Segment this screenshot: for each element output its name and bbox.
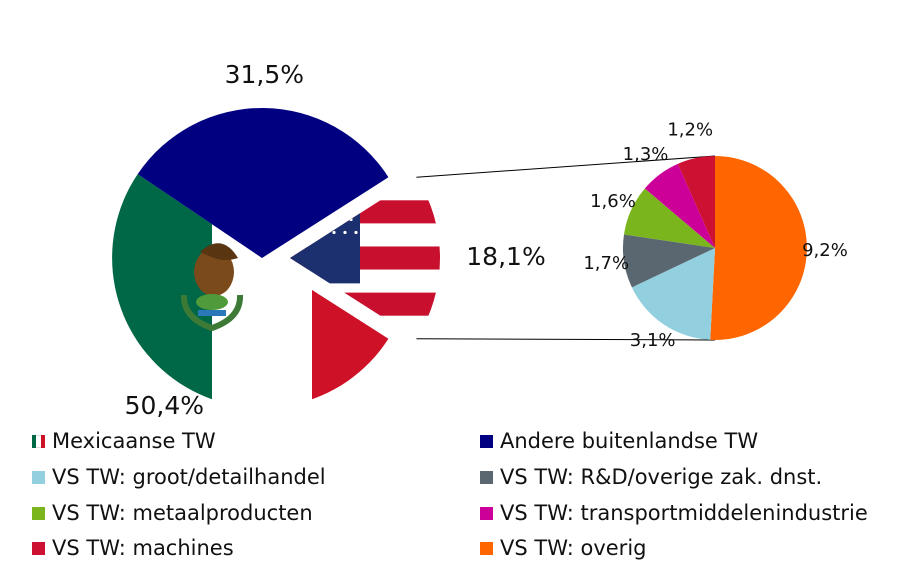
- secondary-pie: [623, 156, 807, 340]
- slice-vs-tw-overig: [710, 156, 807, 340]
- data-label-sub-1: 3,1%: [630, 330, 676, 351]
- data-label-sub-4: 1,3%: [623, 144, 669, 165]
- slice-vs-tw-machines: [677, 156, 715, 248]
- data-label-sub-3: 1,6%: [590, 191, 636, 212]
- slice-vs-tw-groot-detailhandel: [631, 248, 715, 340]
- slice-vs-tw-transportmiddelenindustrie: [644, 163, 715, 248]
- main-pie: [112, 107, 441, 408]
- data-label-sub-0: 9,2%: [802, 240, 848, 261]
- connector-line-bottom: [416, 338, 716, 341]
- mexico-coat-of-arms-icon: [181, 243, 243, 332]
- data-label-sub-2: 1,7%: [583, 253, 629, 274]
- slice-vs-tw-metaalproducten: [624, 188, 715, 248]
- slice-vs-tw-r-d-overige-zak-dnst: [623, 234, 715, 288]
- data-label-andere-buitenlandse-tw: 31,5%: [225, 60, 304, 89]
- slice-andere-buitenlandse-tw: [137, 107, 389, 258]
- data-label-mexicaanse-tw: 50,4%: [125, 391, 204, 420]
- data-label-sub-5: 1,2%: [667, 120, 713, 141]
- data-label-vs-tw: 18,1%: [466, 242, 545, 271]
- connector-line-top: [416, 155, 716, 178]
